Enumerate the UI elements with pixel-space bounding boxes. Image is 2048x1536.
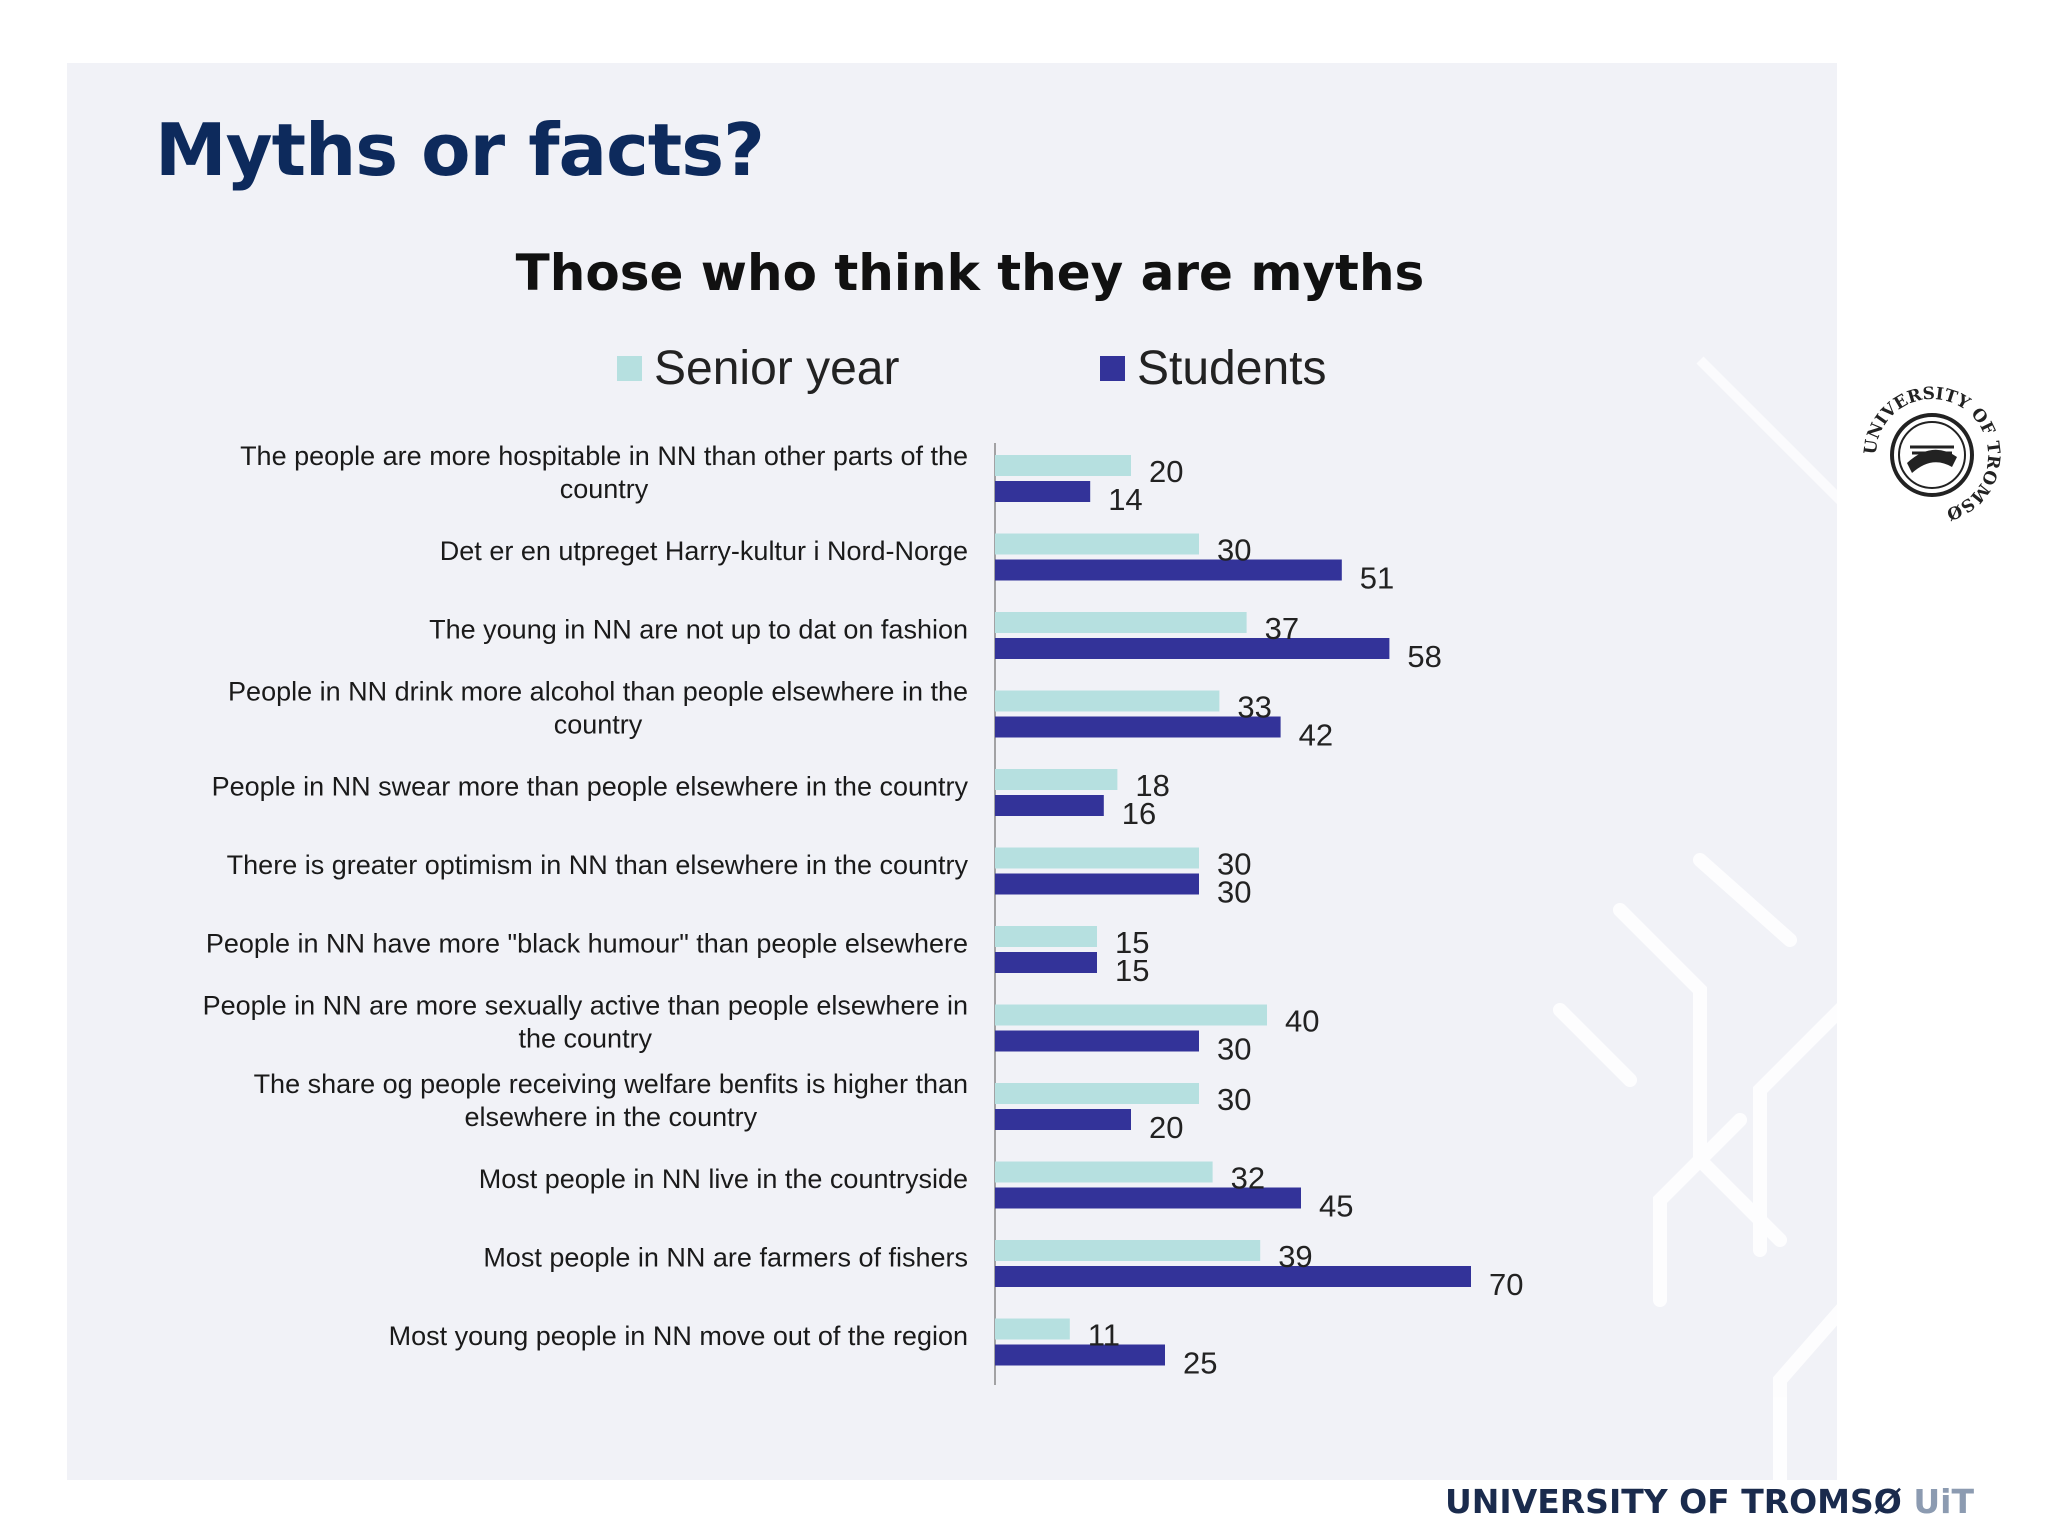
bar-students-2 <box>995 638 1390 659</box>
bar-students-6 <box>995 952 1097 973</box>
slide-background <box>67 63 1837 1480</box>
bar-senior-0 <box>995 455 1131 476</box>
legend-swatch-0 <box>617 356 642 381</box>
value-label-students-6: 15 <box>1115 953 1149 988</box>
chart-legend: Senior year Students <box>617 342 1326 395</box>
bar-senior-5 <box>995 847 1199 869</box>
value-label-students-9: 45 <box>1319 1189 1353 1224</box>
bar-students-10 <box>995 1266 1471 1287</box>
category-label-4: People in NN swear more than people else… <box>212 772 969 802</box>
value-label-senior-5: 30 <box>1217 847 1251 882</box>
value-label-senior-0: 20 <box>1149 454 1183 489</box>
value-label-senior-10: 39 <box>1278 1239 1312 1274</box>
bar-senior-3 <box>995 690 1220 712</box>
value-label-students-5: 30 <box>1217 875 1251 910</box>
bar-senior-7 <box>995 1004 1267 1026</box>
value-label-senior-3: 33 <box>1237 690 1271 725</box>
value-label-senior-1: 30 <box>1217 533 1251 568</box>
value-labels: 2014305137583342181630301515403030203245… <box>1088 454 1524 1381</box>
value-label-students-11: 25 <box>1183 1346 1217 1381</box>
category-label-5: There is greater optimism in NN than els… <box>227 850 969 880</box>
bar-senior-2 <box>995 612 1247 633</box>
category-label-0: The people are more hospitable in NN tha… <box>240 441 968 504</box>
bar-students-8 <box>995 1109 1131 1130</box>
university-seal: UNIVERSITY OF TROMSØ <box>1862 385 2002 524</box>
bar-students-0 <box>995 481 1091 502</box>
bar-students-4 <box>995 795 1104 816</box>
value-label-students-1: 51 <box>1360 561 1394 596</box>
bars <box>995 455 1471 1366</box>
bar-students-7 <box>995 1030 1199 1052</box>
value-label-senior-6: 15 <box>1115 925 1149 960</box>
slide-title: Myths or facts? <box>155 108 765 192</box>
value-label-students-0: 14 <box>1108 482 1142 517</box>
legend-label-0: Senior year <box>654 342 899 395</box>
legend-label-1: Students <box>1137 342 1326 395</box>
category-label-9: Most people in NN live in the countrysid… <box>479 1164 968 1194</box>
chart-title: Those who think they are myths <box>516 244 1425 302</box>
footer-brand: UNIVERSITY OF TROMSØ UiT <box>1445 1482 1974 1521</box>
category-label-1: Det er en utpreget Harry-kultur i Nord-N… <box>440 536 968 566</box>
value-label-senior-7: 40 <box>1285 1004 1319 1039</box>
category-label-11: Most young people in NN move out of the … <box>389 1321 968 1351</box>
bar-students-5 <box>995 873 1199 895</box>
bar-senior-4 <box>995 769 1118 790</box>
bar-students-1 <box>995 559 1342 581</box>
bar-students-3 <box>995 716 1281 738</box>
bar-students-9 <box>995 1187 1301 1209</box>
bar-senior-10 <box>995 1240 1261 1261</box>
value-label-students-8: 20 <box>1149 1110 1183 1145</box>
bar-students-11 <box>995 1344 1165 1366</box>
value-label-students-7: 30 <box>1217 1032 1251 1067</box>
value-label-senior-9: 32 <box>1231 1161 1265 1196</box>
footer-uit-logo: UiT <box>1913 1482 1974 1521</box>
footer-university-name: UNIVERSITY OF TROMSØ <box>1445 1482 1902 1521</box>
category-label-7: People in NN are more sexually active th… <box>203 991 968 1054</box>
value-label-senior-2: 37 <box>1265 611 1299 646</box>
value-label-senior-8: 30 <box>1217 1082 1251 1117</box>
value-label-students-3: 42 <box>1299 718 1333 753</box>
value-label-senior-4: 18 <box>1135 768 1169 803</box>
category-label-10: Most people in NN are farmers of fishers <box>483 1243 968 1273</box>
category-label-8: The share og people receiving welfare be… <box>254 1069 968 1132</box>
bar-senior-9 <box>995 1161 1213 1183</box>
bar-senior-11 <box>995 1318 1070 1340</box>
legend-swatch-1 <box>1100 356 1125 381</box>
bar-senior-1 <box>995 533 1199 555</box>
value-label-students-10: 70 <box>1489 1267 1523 1302</box>
category-label-3: People in NN drink more alcohol than peo… <box>228 677 968 740</box>
category-label-2: The young in NN are not up to dat on fas… <box>429 615 968 645</box>
category-label-6: People in NN have more "black humour" th… <box>206 929 968 959</box>
value-label-students-4: 16 <box>1122 796 1156 831</box>
bar-senior-6 <box>995 926 1097 947</box>
category-labels: The people are more hospitable in NN tha… <box>203 441 969 1351</box>
value-label-senior-11: 11 <box>1088 1318 1120 1353</box>
bar-senior-8 <box>995 1083 1199 1104</box>
value-label-students-2: 58 <box>1407 639 1441 674</box>
